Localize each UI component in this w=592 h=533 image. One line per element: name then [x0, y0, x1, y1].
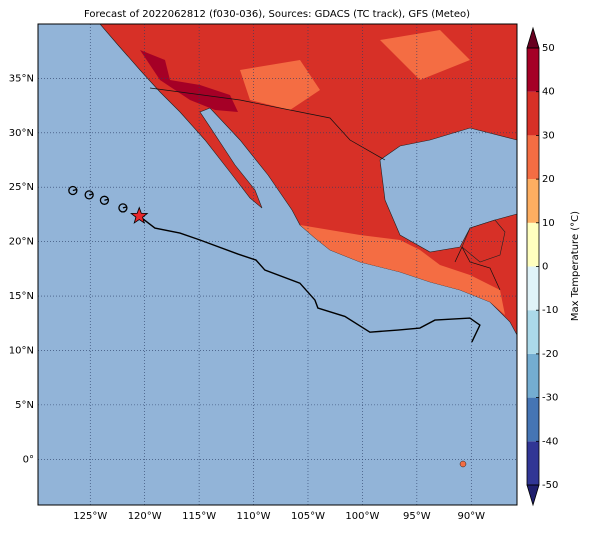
colorbar-tick-label: 0: [542, 262, 548, 273]
past-position-ring: [84, 190, 94, 200]
x-tick-label: 100°W: [345, 511, 379, 522]
colorbar-tick-label: -40: [542, 436, 558, 447]
y-tick-label: 30°N: [9, 128, 34, 139]
colorbar-band: [527, 441, 539, 485]
colorbar-tick-label: 30: [542, 130, 555, 141]
past-position-ring: [118, 203, 128, 213]
land-cool-zone: [240, 30, 505, 315]
x-tick-label: 115°W: [182, 511, 216, 522]
map-frame: [37, 23, 518, 506]
colorbar-band: [527, 266, 539, 311]
colorbar-band: [527, 179, 539, 223]
colorbar-tick-label: -50: [542, 480, 558, 491]
past-position: [84, 190, 94, 200]
colorbar-band: [527, 48, 539, 92]
y-tick-label: 35°N: [9, 73, 34, 84]
colorbar-band: [527, 397, 539, 442]
galapagos: [459, 460, 467, 468]
x-tick-label: 95°W: [403, 511, 431, 522]
y-tick-label: 10°N: [9, 345, 34, 356]
forecast-track: [138, 215, 481, 343]
x-tick-label: 110°W: [237, 511, 271, 522]
past-position-tick: [104, 198, 109, 201]
colorbar-under: [526, 484, 540, 507]
colorbar-band: [527, 222, 539, 267]
land-hot-zone: [140, 50, 470, 225]
past-position-tick: [72, 188, 77, 192]
x-tick-label: 125°W: [73, 511, 107, 522]
colorbar-tick-label: 40: [542, 87, 555, 98]
past-position: [68, 185, 78, 196]
x-tick-label: 90°W: [457, 511, 485, 522]
yucatan: [461, 219, 506, 263]
y-tick-label: 5°N: [15, 400, 34, 411]
colorbar-band: [527, 135, 539, 180]
colorbar-tick-label: -10: [542, 305, 558, 316]
y-tick-label: 20°N: [9, 237, 34, 248]
current-position: [130, 206, 149, 224]
y-tick-label: 25°N: [9, 182, 34, 193]
past-position-tick: [122, 206, 128, 209]
colorbar-tick-label: 20: [542, 174, 555, 185]
map-area: [38, 24, 517, 505]
y-tick-label: 0°: [23, 454, 34, 465]
colorbar-band: [527, 353, 539, 398]
country-border: [149, 87, 501, 291]
map-title: Forecast of 2022062812 (f030-036), Sourc…: [84, 9, 470, 20]
colorbar-tick-label: 50: [542, 43, 555, 54]
past-position: [118, 203, 128, 213]
past-position-ring: [68, 185, 78, 196]
colorbar-tick-label: 10: [542, 218, 555, 229]
x-tick-label: 120°W: [128, 511, 162, 522]
colorbar-band: [527, 310, 539, 354]
past-position: [99, 195, 110, 205]
colorbar-band: [527, 91, 539, 136]
x-tick-label: 105°W: [291, 511, 325, 522]
colorbar-label: Max Temperature (°C): [570, 211, 581, 321]
past-position-tick: [89, 193, 94, 196]
y-tick-label: 15°N: [9, 291, 34, 302]
colorbar-tick-label: -30: [542, 393, 558, 404]
colorbar-tick-label: -20: [542, 349, 558, 360]
past-position-ring: [99, 195, 110, 205]
colorbar-over: [526, 26, 540, 49]
